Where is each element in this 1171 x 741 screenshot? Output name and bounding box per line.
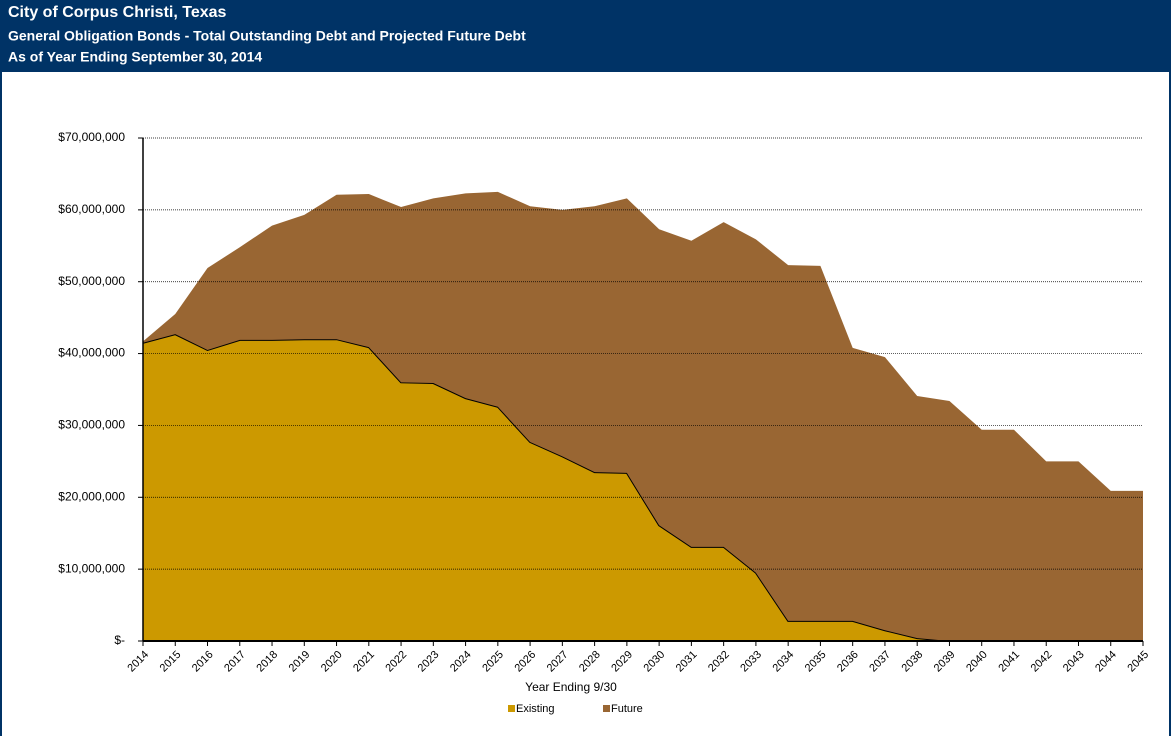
y-tick-label: $40,000,000 [58, 346, 125, 360]
y-tick-label: $- [114, 633, 125, 647]
legend-label: Future [611, 703, 643, 715]
area [143, 334, 1143, 641]
y-tick-label: $20,000,000 [58, 489, 125, 503]
y-tick-label: $50,000,000 [58, 274, 125, 288]
x-axis-label: Year Ending 9/30 [525, 680, 617, 694]
y-tick-label: $60,000,000 [58, 202, 125, 216]
y-tick-label: $30,000,000 [58, 418, 125, 432]
chart-title: City of Corpus Christi, Texas [8, 4, 227, 21]
chart-subtitle: As of Year Ending September 30, 2014 [8, 49, 262, 65]
header-band [0, 0, 1171, 72]
area [143, 191, 1143, 641]
y-tick-label: $10,000,000 [58, 561, 125, 575]
y-tick-label: $70,000,000 [58, 130, 125, 144]
legend-swatch [603, 705, 610, 712]
chart-subtitle: General Obligation Bonds - Total Outstan… [8, 28, 526, 44]
legend-label: Existing [516, 703, 555, 715]
legend-swatch [508, 705, 515, 712]
